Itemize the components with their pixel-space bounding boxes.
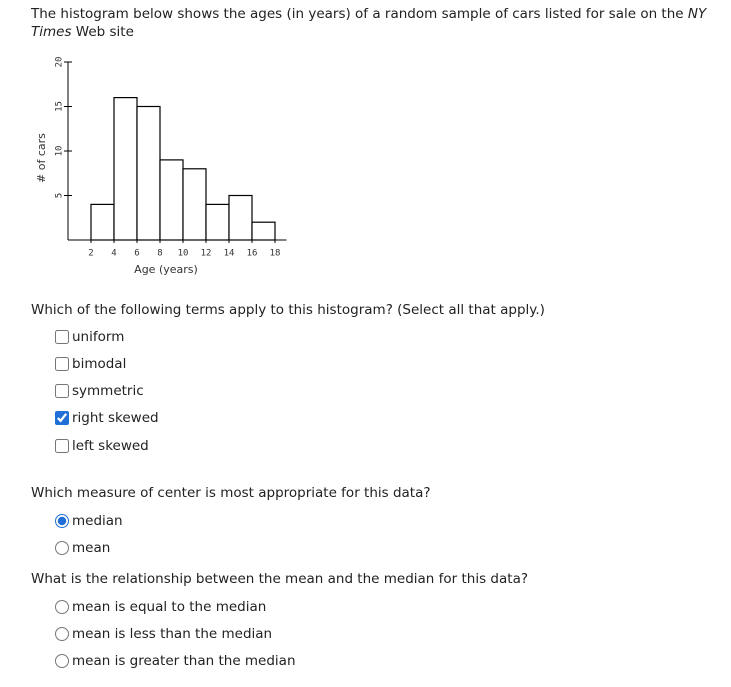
question-text: Which measure of center is most appropri…: [31, 485, 431, 501]
option-label: mean is greater than the median: [72, 653, 296, 669]
x-tick-label: 8: [157, 249, 162, 259]
y-tick-label: 5: [55, 193, 65, 198]
checkbox[interactable]: [55, 411, 69, 425]
y-tick-label: 20: [55, 57, 65, 68]
option: right skewed: [55, 410, 159, 426]
checkbox[interactable]: [55, 439, 69, 453]
radio[interactable]: [55, 514, 69, 528]
bar: [205, 203, 230, 241]
y-axis-label: # of cars: [35, 133, 48, 183]
option-label: uniform: [72, 329, 125, 345]
option: symmetric: [55, 383, 144, 399]
prompt-text: The histogram below shows the ages (in y…: [31, 6, 684, 22]
x-tick-label: 14: [224, 249, 235, 259]
x-tick-label: 4: [111, 249, 116, 259]
radio[interactable]: [55, 541, 69, 555]
option-label: symmetric: [72, 383, 144, 399]
option-label: median: [72, 513, 123, 529]
checkbox[interactable]: [55, 357, 69, 371]
option-label: mean is less than the median: [72, 626, 273, 642]
bar: [90, 203, 115, 241]
y-tick-label: 10: [55, 146, 65, 157]
chart: Age (years) # of cars 2 4 6 8 10 12 14 16 18 5 10 1…: [35, 57, 287, 276]
prompt-text: Web site: [75, 24, 134, 40]
x-tick-label: 16: [247, 249, 258, 259]
radio[interactable]: [55, 627, 69, 641]
option: left skewed: [55, 438, 149, 454]
x-tick-label: 2: [88, 249, 93, 259]
x-tick-label: 6: [134, 249, 139, 259]
x-axis-label: Age (years): [134, 263, 198, 276]
option-label: left skewed: [72, 438, 149, 454]
option: uniform: [55, 329, 124, 345]
bar: [159, 159, 184, 241]
radio[interactable]: [55, 600, 69, 614]
option: mean is greater than the median: [55, 653, 296, 669]
x-tick-label: 10: [178, 249, 189, 259]
x-tick-label: 18: [270, 249, 281, 259]
option: mean is equal to the median: [55, 599, 266, 615]
option-label: mean: [72, 540, 111, 556]
option-label: mean is equal to the median: [72, 599, 267, 615]
option: mean: [55, 540, 110, 556]
bar: [113, 96, 138, 241]
bar: [182, 168, 207, 241]
bar: [228, 194, 253, 241]
checkbox[interactable]: [55, 384, 69, 398]
bar: [136, 105, 161, 241]
question-text: What is the relationship between the mea…: [31, 571, 529, 587]
prompt-emphasis: NY Times: [31, 6, 707, 40]
option-label: bimodal: [72, 356, 127, 372]
option: median: [55, 513, 123, 529]
radio[interactable]: [55, 654, 69, 668]
option-label: right skewed: [72, 410, 159, 426]
prompt: The histogram below shows the ages (in y…: [31, 5, 721, 41]
x-tick-label: 12: [201, 249, 212, 259]
question-text: Which of the following terms apply to th…: [31, 302, 545, 318]
y-tick-label: 15: [55, 101, 65, 112]
bar: [251, 221, 276, 241]
option: bimodal: [55, 356, 126, 372]
checkbox[interactable]: [55, 330, 69, 344]
option: mean is less than the median: [55, 626, 272, 642]
